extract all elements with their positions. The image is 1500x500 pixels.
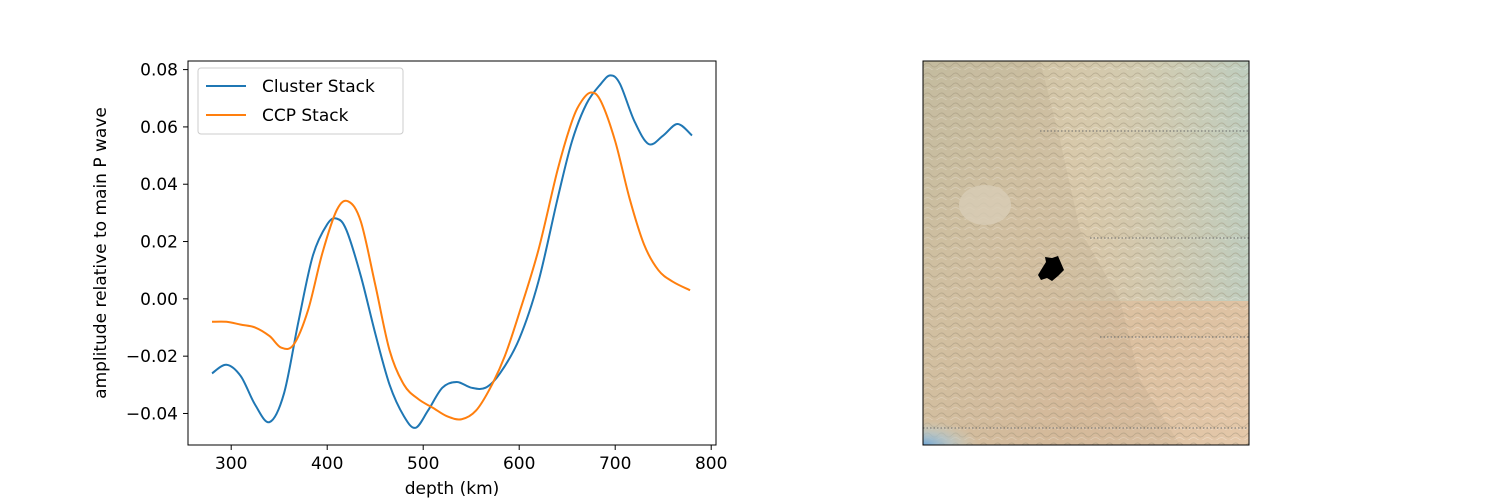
map-frame <box>922 60 1250 446</box>
y-tick-label: 0.04 <box>140 175 178 195</box>
station-cluster-marker <box>1038 256 1064 281</box>
y-tick-label: −0.04 <box>126 404 178 424</box>
map-parallels <box>923 130 1249 429</box>
y-tick-label: 0.00 <box>140 290 178 310</box>
y-tick-label: 0.06 <box>140 118 178 138</box>
x-tick-label: 300 <box>215 454 247 474</box>
y-tick-label: 0.02 <box>140 233 178 253</box>
x-tick-label: 400 <box>311 454 343 474</box>
x-tick-label: 600 <box>503 454 535 474</box>
relief-map <box>922 60 1250 446</box>
x-tick-label: 500 <box>407 454 439 474</box>
map-basin <box>959 185 1011 225</box>
x-axis-label: depth (km) <box>405 479 500 499</box>
plot-frame <box>187 60 717 446</box>
map-coast <box>923 375 1083 445</box>
map-mountain-belt <box>923 61 1180 445</box>
x-tick-label: 800 <box>695 454 727 474</box>
y-axis-label: amplitude relative to main P wave <box>91 107 111 399</box>
y-tick-label: 0.08 <box>140 61 178 81</box>
line-chart: 300 400 500 600 700 800 −0.04 −0.02 0.00 0.02 0.0… <box>91 60 727 499</box>
x-tick-label: 700 <box>599 454 631 474</box>
y-axis-ticks: −0.04 −0.02 0.00 0.02 0.04 0.06 0.08 <box>126 61 188 424</box>
legend: Cluster Stack CCP Stack <box>197 67 404 135</box>
legend-label-cluster-stack: Cluster Stack <box>262 77 375 97</box>
series-line-ccp-stack <box>211 91 691 421</box>
legend-box <box>197 67 404 135</box>
x-axis-ticks: 300 400 500 600 700 800 <box>215 445 727 474</box>
legend-label-ccp-stack: CCP Stack <box>262 106 349 126</box>
y-tick-label: −0.02 <box>126 347 178 367</box>
series-layer <box>211 74 693 429</box>
